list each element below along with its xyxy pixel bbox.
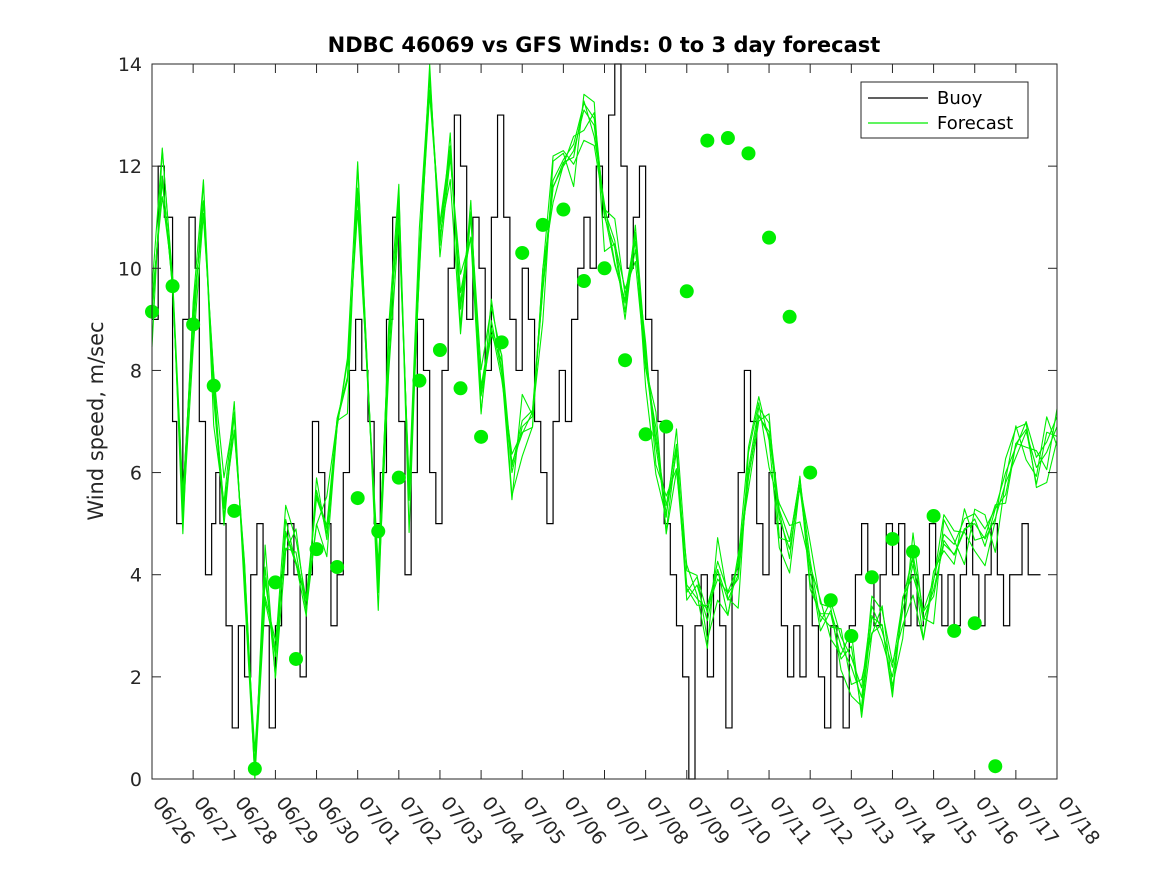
y-tick-label: 0 <box>130 769 142 791</box>
forecast-marker <box>947 623 962 638</box>
forecast-marker <box>782 309 797 324</box>
forecast-marker <box>186 317 201 332</box>
forecast-marker <box>720 131 735 146</box>
forecast-marker <box>165 279 180 294</box>
forecast-marker <box>309 542 324 557</box>
forecast-series-line <box>151 76 1058 752</box>
y-tick-label: 8 <box>130 360 142 382</box>
forecast-marker <box>618 353 633 368</box>
forecast-marker <box>432 343 447 357</box>
forecast-marker <box>556 202 571 217</box>
forecast-marker <box>288 651 303 666</box>
forecast-marker <box>823 593 838 608</box>
forecast-marker <box>885 531 900 546</box>
forecast-marker <box>350 491 365 506</box>
forecast-marker <box>638 427 653 442</box>
forecast-marker <box>803 465 818 480</box>
forecast-marker <box>515 245 530 260</box>
forecast-marker <box>906 544 921 559</box>
legend: Buoy Forecast <box>860 81 1029 139</box>
y-tick-label: 4 <box>130 565 142 587</box>
y-tick-label: 6 <box>130 463 142 485</box>
forecast-marker <box>988 759 1003 774</box>
forecast-marker <box>474 429 489 444</box>
forecast-marker <box>597 261 612 276</box>
buoy-series-line <box>152 63 1041 780</box>
forecast-marker <box>967 616 982 631</box>
forecast-marker <box>371 524 386 539</box>
forecast-marker <box>247 761 262 776</box>
forecast-marker <box>535 217 550 232</box>
y-axis-label: Wind speed, m/sec <box>84 321 108 520</box>
forecast-series-line <box>151 89 1058 768</box>
chart-title: NDBC 46069 vs GFS Winds: 0 to 3 day fore… <box>328 33 881 57</box>
legend-box <box>860 81 1029 139</box>
forecast-marker <box>227 503 242 518</box>
plot-area <box>152 64 1057 779</box>
legend-forecast-label: Forecast <box>937 113 1013 134</box>
series-layer <box>145 63 1058 780</box>
legend-buoy-label: Buoy <box>937 88 983 109</box>
y-tick-label: 10 <box>118 258 142 280</box>
forecast-marker <box>494 335 509 350</box>
forecast-marker <box>762 230 777 245</box>
y-tick-label: 12 <box>118 156 142 178</box>
forecast-marker <box>206 378 221 393</box>
forecast-marker <box>391 470 406 485</box>
forecast-marker <box>700 133 715 148</box>
forecast-marker <box>576 274 591 289</box>
forecast-marker <box>412 373 427 388</box>
forecast-marker <box>844 629 859 643</box>
y-tick-label: 2 <box>130 667 142 689</box>
forecast-marker <box>268 575 283 590</box>
forecast-marker <box>926 508 941 523</box>
forecast-marker <box>679 284 694 299</box>
y-tick-label: 14 <box>118 54 142 76</box>
forecast-marker <box>864 570 879 585</box>
forecast-marker <box>330 560 345 575</box>
forecast-marker <box>659 419 674 434</box>
forecast-marker <box>741 146 756 161</box>
forecast-marker <box>453 381 468 396</box>
